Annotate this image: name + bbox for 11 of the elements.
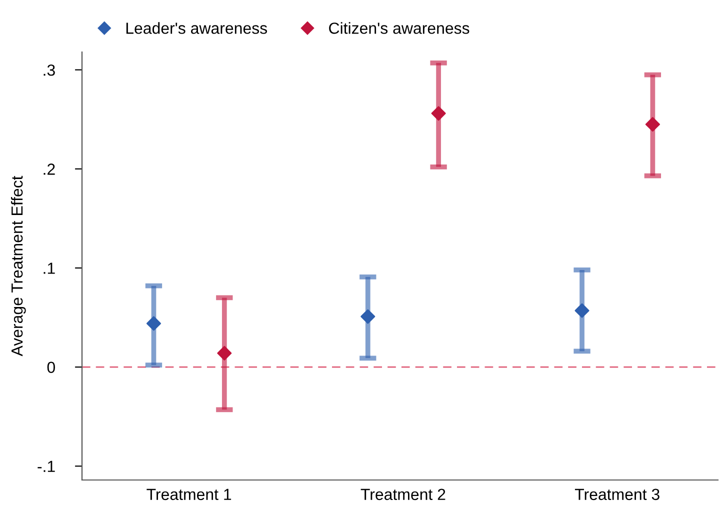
x-tick-label: Treatment 1 xyxy=(146,488,232,500)
y-tick-label: -.1 xyxy=(38,460,55,472)
x-tick-label: Treatment 2 xyxy=(360,488,446,500)
y-tick-label: .1 xyxy=(44,262,55,274)
y-axis-title: Average Treatment Effect xyxy=(10,176,26,356)
y-tick-label: .2 xyxy=(44,164,55,175)
legend-label: Citizen's awareness xyxy=(329,22,470,34)
x-tick-label: Treatment 3 xyxy=(574,488,660,500)
y-tick-label: .3 xyxy=(44,64,55,76)
legend-label: Leader's awareness xyxy=(126,22,267,34)
y-tick-label: 0 xyxy=(47,362,55,373)
